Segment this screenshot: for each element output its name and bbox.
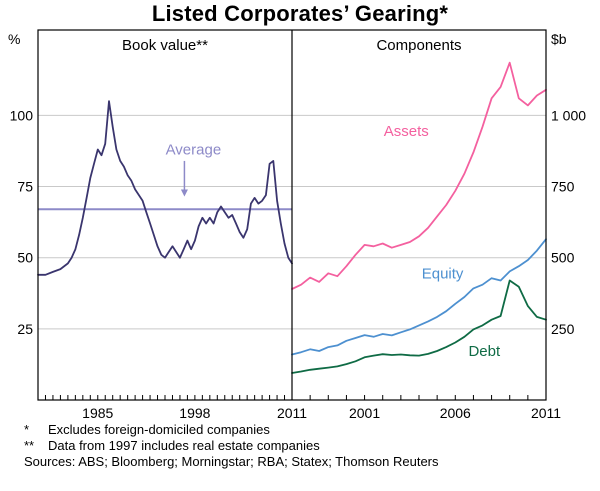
footnote-2-marker: ** [24,438,35,453]
x-tick-label: 1998 [179,405,210,421]
footnote-1-marker: * [24,422,30,437]
series-line-assets [291,61,547,290]
y-tick-label: 500 [551,250,575,266]
y-axis-unit-left: % [8,31,20,47]
x-tick-label: 2011 [277,405,307,421]
footnote-1-text: Excludes foreign-domiciled companies [48,422,270,437]
panel-title: Components [376,37,461,54]
footnote-2: ** Data from 1997 includes real estate c… [24,438,584,454]
chart-title: Listed Corporates’ Gearing* [151,1,449,26]
x-tick-label: 2011 [531,405,561,421]
series-label-equity: Equity [422,265,464,282]
x-tick-label: 2001 [349,405,380,421]
y-tick-label: 750 [551,179,575,195]
y-tick-label: 75 [17,179,33,195]
footnote-2-text: Data from 1997 includes real estate comp… [48,438,320,453]
series-line-equity [291,238,547,356]
y-tick-label: 1 000 [551,107,586,123]
x-tick-label: 2006 [440,405,471,421]
series-line-debt [291,279,547,374]
footnote-1: * Excludes foreign-domiciled companies [24,422,584,438]
series-line-book-value-gearing-ratio [37,100,293,276]
panel-title: Book value** [122,37,208,54]
footnotes: * Excludes foreign-domiciled companies *… [24,422,584,470]
annotation-arrow-head [180,189,188,197]
y-tick-label: 50 [17,250,33,266]
y-tick-label: 100 [10,107,34,123]
series-label-assets: Assets [384,123,429,140]
series-label-debt: Debt [468,343,501,360]
annotation-label: Average [166,142,222,159]
x-tick-label: 1985 [82,405,113,421]
y-tick-label: 25 [17,321,33,337]
sources-line: Sources: ABS; Bloomberg; Morningstar; RB… [24,454,439,469]
y-tick-label: 250 [551,321,575,337]
y-axis-unit-right: $b [551,31,567,47]
